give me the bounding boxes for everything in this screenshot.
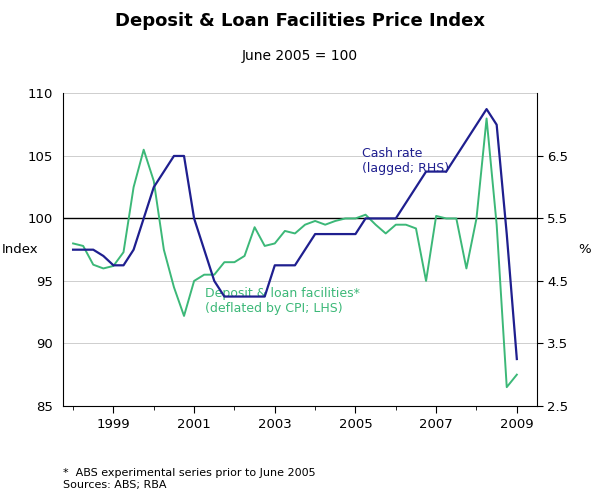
Text: Index: Index xyxy=(2,243,38,256)
Text: Cash rate
(lagged; RHS): Cash rate (lagged; RHS) xyxy=(362,147,449,175)
Text: June 2005 = 100: June 2005 = 100 xyxy=(242,49,358,63)
Text: Deposit & Loan Facilities Price Index: Deposit & Loan Facilities Price Index xyxy=(115,12,485,31)
Text: %: % xyxy=(578,243,591,256)
Text: *  ABS experimental series prior to June 2005
Sources: ABS; RBA: * ABS experimental series prior to June … xyxy=(63,468,316,490)
Text: Deposit & loan facilities*
(deflated by CPI; LHS): Deposit & loan facilities* (deflated by … xyxy=(205,287,360,315)
